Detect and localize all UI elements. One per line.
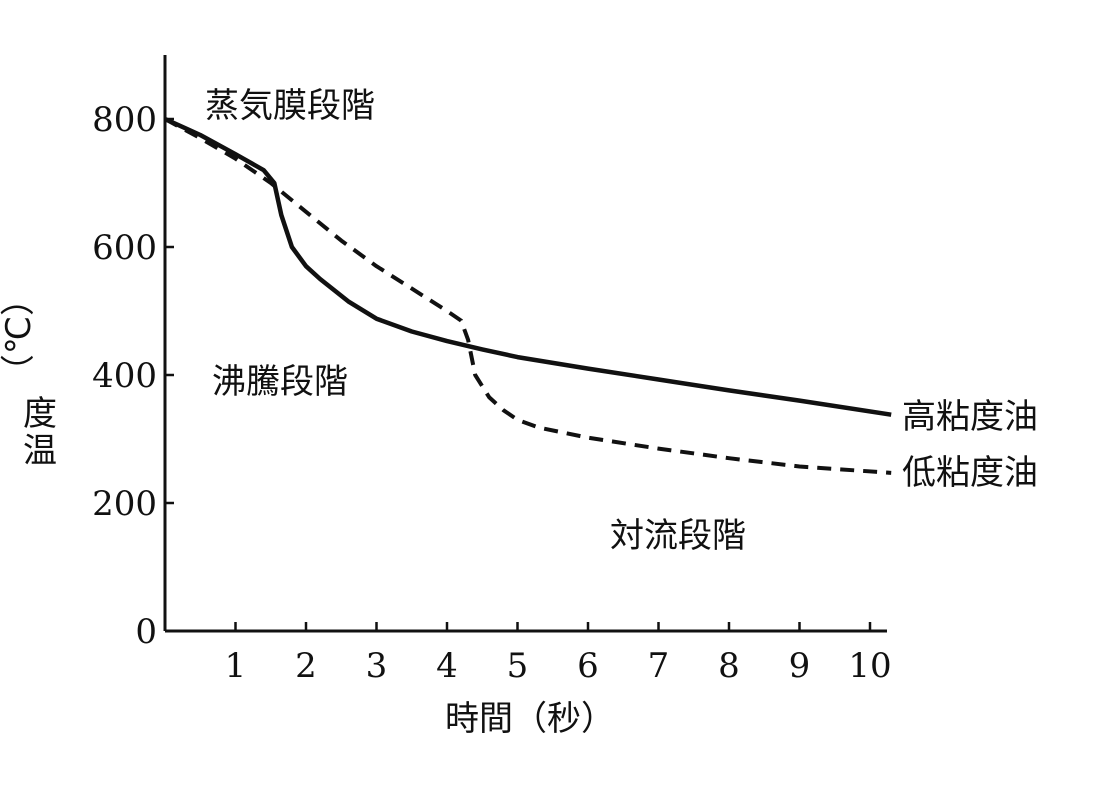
axes bbox=[163, 55, 887, 633]
x-tick-label: 6 bbox=[577, 646, 599, 686]
x-tick-label: 4 bbox=[436, 646, 458, 686]
x-tick-label: 2 bbox=[295, 646, 317, 686]
x-tick-label: 7 bbox=[648, 646, 670, 686]
x-tick-label: 3 bbox=[366, 646, 388, 686]
y-axis-label-unit: （℃） bbox=[0, 282, 39, 388]
y-axis-ticks: 0 200 400 600 800 bbox=[92, 100, 174, 652]
x-axis-label: 時間（秒） bbox=[445, 699, 615, 739]
series-label-low-viscosity-oil: 低粘度油 bbox=[902, 453, 1038, 493]
y-axis-label: 温 度 （℃） bbox=[0, 282, 57, 471]
y-tick-label: 800 bbox=[92, 100, 157, 140]
series-line-high-viscosity-oil bbox=[164, 116, 892, 417]
series-lines bbox=[164, 116, 892, 475]
x-tick-label: 9 bbox=[789, 646, 811, 686]
x-tick-label: 5 bbox=[507, 646, 529, 686]
series-label-high-viscosity-oil: 高粘度油 bbox=[902, 397, 1038, 437]
x-axis-ticks: 1 2 3 4 5 6 7 8 9 10 bbox=[225, 622, 892, 686]
x-tick-label: 10 bbox=[848, 646, 891, 686]
y-tick-label: 400 bbox=[92, 356, 157, 396]
x-tick-label: 8 bbox=[718, 646, 740, 686]
series-line-low-viscosity-oil bbox=[164, 117, 892, 475]
x-tick-label: 1 bbox=[225, 646, 247, 686]
y-tick-label: 0 bbox=[135, 612, 157, 652]
y-tick-label: 200 bbox=[92, 484, 157, 524]
y-axis-label-char-2: 度 bbox=[23, 394, 57, 434]
annotation-convection-stage: 対流段階 bbox=[610, 516, 746, 556]
annotation-vapor-blanket-stage: 蒸気膜段階 bbox=[205, 86, 375, 126]
y-axis-label-char-1: 温 bbox=[23, 431, 57, 471]
annotation-boiling-stage: 沸騰段階 bbox=[212, 362, 348, 402]
y-tick-label: 600 bbox=[92, 228, 157, 268]
